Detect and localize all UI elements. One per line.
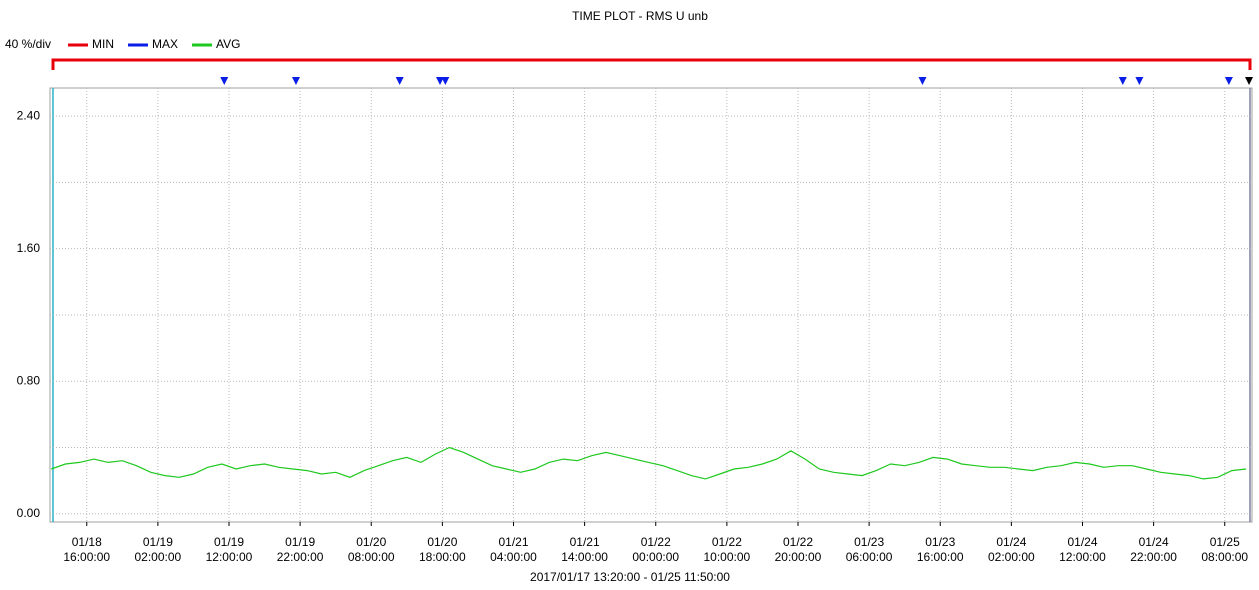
series-line [51, 446, 1247, 480]
event-marker [435, 77, 444, 85]
x-tick-label: 12:00:00 [1059, 550, 1106, 564]
y-tick-label: 0.80 [17, 373, 41, 387]
event-marker [1224, 77, 1233, 85]
x-tick-label: 22:00:00 [277, 550, 324, 564]
x-range-label: 2017/01/17 13:20:00 - 01/25 11:50:00 [530, 570, 730, 584]
legend-label: MAX [152, 37, 178, 51]
x-tick-label: 01/22 [641, 535, 671, 549]
event-marker [1118, 77, 1127, 85]
x-tick-label: 01/19 [143, 535, 173, 549]
event-marker [1135, 77, 1144, 85]
x-tick-label: 01/23 [925, 535, 955, 549]
plot-frame [49, 87, 1253, 523]
x-tick-label: 02:00:00 [988, 550, 1035, 564]
x-tick-label: 01/21 [498, 535, 528, 549]
event-marker [1245, 77, 1254, 85]
x-tick-label: 12:00:00 [206, 550, 253, 564]
x-tick-label: 18:00:00 [419, 550, 466, 564]
x-tick-label: 01/25 [1210, 535, 1240, 549]
x-tick-label: 20:00:00 [775, 550, 822, 564]
x-tick-label: 08:00:00 [1201, 550, 1248, 564]
x-tick-label: 14:00:00 [561, 550, 608, 564]
event-marker [220, 77, 229, 85]
event-marker [291, 77, 300, 85]
x-tick-label: 01/18 [72, 535, 102, 549]
x-tick-label: 01/22 [712, 535, 742, 549]
y-tick-label: 2.40 [17, 108, 41, 122]
x-tick-label: 01/24 [1139, 535, 1169, 549]
x-tick-label: 01/24 [1067, 535, 1097, 549]
y-tick-label: 1.60 [17, 241, 41, 255]
legend-label: MIN [92, 37, 114, 51]
x-tick-label: 01/22 [783, 535, 813, 549]
scale-label: 40 %/div [5, 37, 51, 51]
legend-label: AVG [216, 37, 240, 51]
x-tick-label: 00:00:00 [632, 550, 679, 564]
x-tick-label: 01/23 [854, 535, 884, 549]
x-tick-label: 01/19 [214, 535, 244, 549]
x-tick-label: 01/20 [356, 535, 386, 549]
event-marker [918, 77, 927, 85]
x-tick-label: 06:00:00 [846, 550, 893, 564]
range-bracket [51, 58, 1252, 70]
x-tick-label: 01/21 [570, 535, 600, 549]
x-tick-label: 08:00:00 [348, 550, 395, 564]
y-tick-label: 0.00 [17, 506, 41, 520]
x-tick-label: 01/24 [996, 535, 1026, 549]
x-tick-label: 16:00:00 [917, 550, 964, 564]
x-tick-label: 01/20 [427, 535, 457, 549]
event-marker [395, 77, 404, 85]
x-tick-label: 10:00:00 [704, 550, 751, 564]
x-tick-label: 04:00:00 [490, 550, 537, 564]
x-tick-label: 02:00:00 [135, 550, 182, 564]
chart-title: TIME PLOT - RMS U unb [572, 9, 708, 23]
event-marker [441, 77, 450, 85]
x-tick-label: 16:00:00 [63, 550, 110, 564]
x-tick-label: 22:00:00 [1130, 550, 1177, 564]
x-tick-label: 01/19 [285, 535, 315, 549]
